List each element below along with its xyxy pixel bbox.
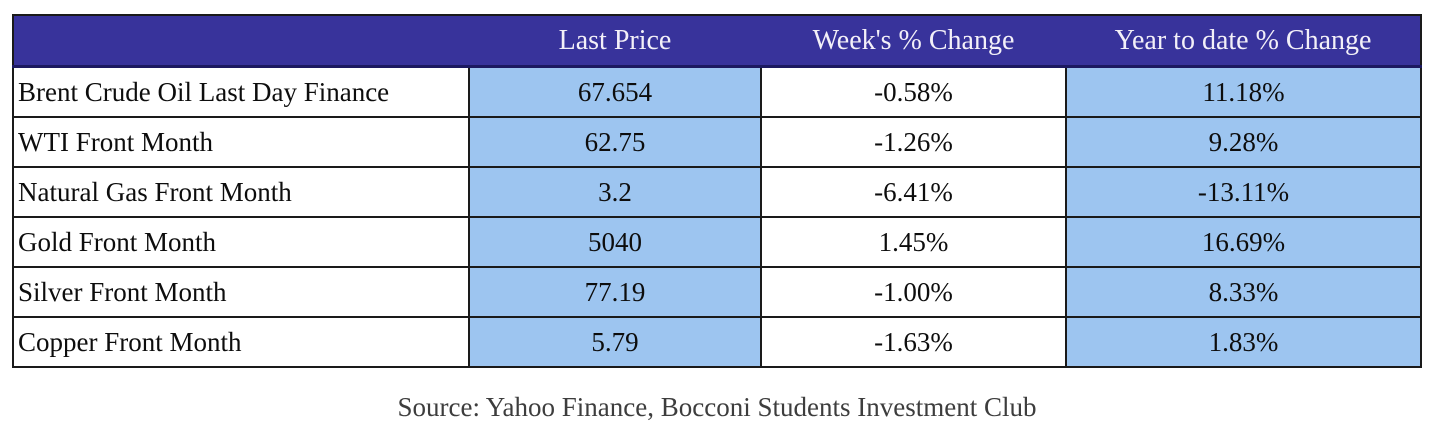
ytd-change-cell: -13.11% [1065,166,1422,218]
week-change-cell: -0.58% [760,65,1067,118]
week-change-cell: -1.00% [760,266,1067,318]
commodities-table: Last Price Week's % Change Year to date … [12,14,1422,368]
table-row: Gold Front Month 5040 1.45% 16.69% [12,216,1422,268]
commodity-name-cell: Silver Front Month [12,266,470,318]
header-empty-cell [13,15,469,68]
header-ytd-change: Year to date % Change [1066,15,1421,68]
last-price-cell: 77.19 [468,266,762,318]
last-price-cell: 3.2 [468,166,762,218]
header-last-price: Last Price [469,15,761,68]
commodity-name-cell: Natural Gas Front Month [12,166,470,218]
ytd-change-cell: 16.69% [1065,216,1422,268]
table-row: Brent Crude Oil Last Day Finance 67.654 … [12,65,1422,118]
header-row: Last Price Week's % Change Year to date … [13,15,1421,68]
table-row: Natural Gas Front Month 3.2 -6.41% -13.1… [12,166,1422,218]
source-note: Source: Yahoo Finance, Bocconi Students … [397,392,1037,422]
week-change-cell: -1.26% [760,116,1067,168]
ytd-change-cell: 9.28% [1065,116,1422,168]
ytd-change-cell: 8.33% [1065,266,1422,318]
header-week-change: Week's % Change [761,15,1066,68]
last-price-cell: 5.79 [468,316,762,368]
last-price-cell: 62.75 [468,116,762,168]
commodity-name-cell: Brent Crude Oil Last Day Finance [12,65,470,118]
ytd-change-cell: 1.83% [1065,316,1422,368]
last-price-cell: 5040 [468,216,762,268]
last-price-cell: 67.654 [468,65,762,118]
week-change-cell: -6.41% [760,166,1067,218]
week-change-cell: -1.63% [760,316,1067,368]
ytd-change-cell: 11.18% [1065,65,1422,118]
commodity-name-cell: Copper Front Month [12,316,470,368]
table-row: Copper Front Month 5.79 -1.63% 1.83% [12,316,1422,368]
table-row: Silver Front Month 77.19 -1.00% 8.33% [12,266,1422,318]
table-row: WTI Front Month 62.75 -1.26% 9.28% [12,116,1422,168]
commodity-name-cell: WTI Front Month [12,116,470,168]
week-change-cell: 1.45% [760,216,1067,268]
commodity-name-cell: Gold Front Month [12,216,470,268]
